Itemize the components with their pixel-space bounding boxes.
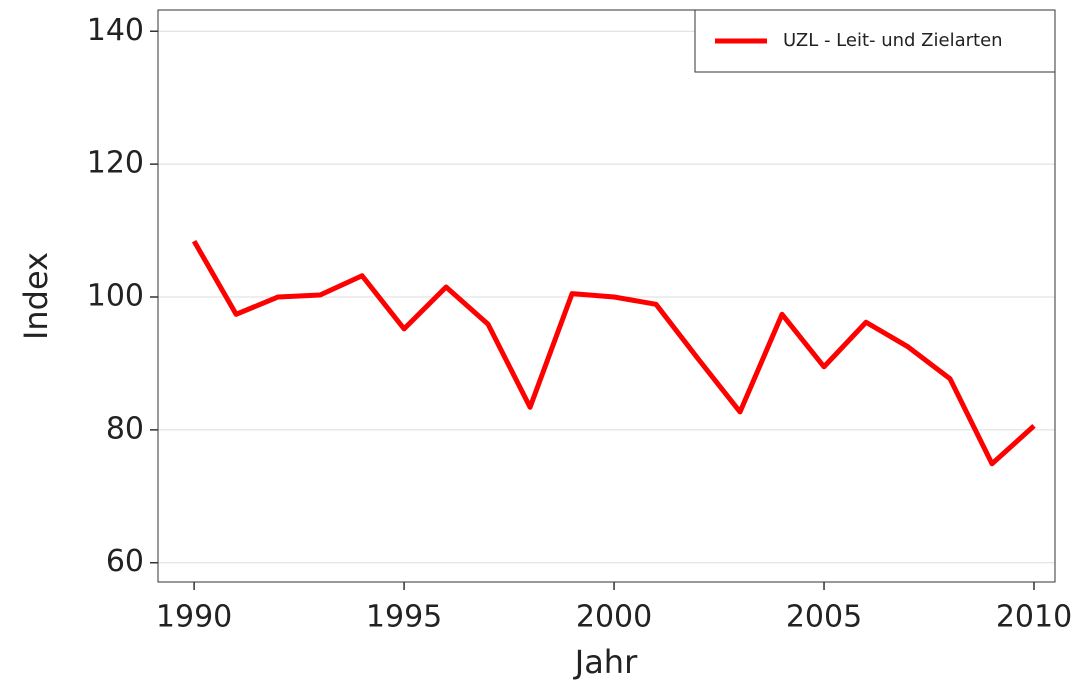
y-tick-label: 100 — [87, 278, 144, 313]
y-tick-label: 60 — [106, 544, 144, 579]
plot-frame — [157, 9, 1056, 583]
x-tick-label: 2010 — [996, 600, 1072, 635]
line — [191, 239, 1036, 467]
y-tick-label: 80 — [106, 411, 144, 446]
x-tick-label: 1990 — [156, 600, 232, 635]
x-tick-label: 2005 — [786, 600, 862, 635]
y-tick-label: 140 — [87, 13, 144, 48]
x-tick-label: 1995 — [366, 600, 442, 635]
y-axis-title: Index — [17, 252, 55, 340]
y-tick-label: 120 — [87, 146, 144, 181]
x-axis-title: Jahr — [573, 643, 638, 681]
x-tick-label: 2000 — [576, 600, 652, 635]
legend-label: UZL - Leit- und Zielarten — [783, 30, 1003, 51]
